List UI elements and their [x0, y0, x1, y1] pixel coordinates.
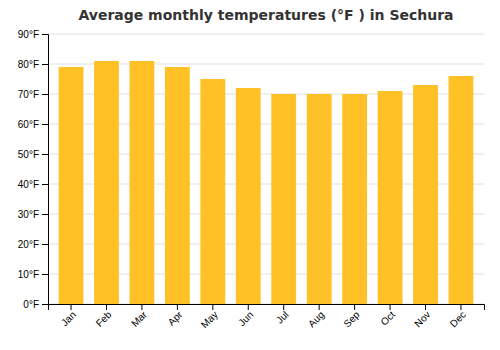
y-tick: 70°F: [18, 89, 48, 100]
x-tick-label: Jul: [274, 309, 291, 326]
x-tick: Jan: [59, 304, 78, 328]
x-tick-label: Jun: [236, 309, 255, 328]
bar: [165, 67, 190, 304]
bar: [130, 61, 155, 304]
y-tick-label: 50°F: [18, 149, 39, 160]
y-tick-mark: [42, 304, 48, 305]
y-tick: 10°F: [18, 269, 48, 280]
y-tick: 80°F: [18, 59, 48, 70]
y-tick: 60°F: [18, 119, 48, 130]
y-tick-mark: [42, 154, 48, 155]
y-tick-label: 60°F: [18, 119, 39, 130]
x-tick-mark: [71, 304, 72, 310]
x-tick-label: Nov: [412, 309, 432, 329]
bar: [413, 85, 438, 304]
x-tick-mark: [425, 304, 426, 310]
grid: [48, 34, 484, 304]
title: Average monthly temperatures (°F ) in Se…: [78, 7, 453, 23]
x-tick: Sep: [341, 304, 362, 329]
y-tick: 40°F: [18, 179, 48, 190]
x-axis: Jan Feb Mar Apr May Jun Jul Aug Sep Oct Nov Dec: [49, 304, 485, 330]
x-tick-mark: [319, 304, 320, 310]
x-tick: Nov: [412, 304, 432, 329]
bar: [342, 94, 367, 304]
y-axis-line: [42, 35, 49, 305]
bar: [378, 91, 403, 304]
x-tick-label: Apr: [166, 308, 185, 327]
x-tick: Mar: [129, 304, 149, 329]
x-tick-mark: [212, 304, 213, 310]
bar: [236, 88, 261, 304]
x-tick-mark: [283, 304, 284, 310]
bar: [59, 67, 84, 304]
y-tick: 20°F: [18, 239, 48, 250]
x-tick: Jun: [236, 304, 255, 328]
x-tick-mark: [106, 304, 107, 310]
bar: [94, 61, 119, 304]
x-tick-label: Sep: [341, 309, 362, 330]
y-tick-label: 30°F: [18, 209, 39, 220]
bar: [200, 79, 225, 304]
y-tick: 0°F: [23, 299, 48, 310]
x-tick-label: Feb: [94, 309, 114, 329]
x-tick-mark: [460, 304, 461, 310]
y-tick-label: 70°F: [18, 89, 39, 100]
x-tick: Dec: [448, 304, 468, 329]
y-tick-mark: [42, 124, 48, 125]
y-tick-mark: [42, 244, 48, 245]
x-axis-line: [49, 305, 485, 311]
y-tick: 50°F: [18, 149, 48, 160]
y-tick: 30°F: [18, 209, 48, 220]
y-tick-label: 0°F: [23, 299, 39, 310]
x-tick-mark: [390, 304, 391, 310]
y-axis: 0°F 10°F 20°F 30°F 40°F 50°F 60°F 70°F 80°F 90°F: [18, 29, 49, 310]
bar: [449, 76, 474, 304]
x-tick-mark: [248, 304, 249, 310]
x-tick-mark: [177, 304, 178, 310]
x-tick: Jul: [274, 304, 291, 326]
x-tick: Aug: [306, 304, 326, 329]
y-tick-label: 20°F: [18, 239, 39, 250]
y-tick-mark: [42, 274, 48, 275]
x-tick-mark: [141, 304, 142, 310]
chart-svg: 0°F 10°F 20°F 30°F 40°F 50°F 60°F 70°F 80°F 90°F J…: [0, 0, 500, 350]
x-tick-label: Mar: [129, 308, 149, 328]
y-tick-label: 80°F: [18, 59, 39, 70]
bar: [307, 94, 332, 304]
y-tick-mark: [42, 214, 48, 215]
grid-line: [48, 34, 484, 35]
x-tick-label: May: [199, 309, 220, 330]
y-tick-label: 90°F: [18, 29, 39, 40]
y-tick-mark: [42, 34, 48, 35]
x-tick: Feb: [94, 304, 114, 329]
x-tick-label: Dec: [448, 309, 468, 329]
x-tick-label: Jan: [59, 309, 78, 328]
plot: 0°F 10°F 20°F 30°F 40°F 50°F 60°F 70°F 80°F 90°F J…: [18, 29, 485, 330]
bar: [271, 94, 296, 304]
x-tick-label: Aug: [306, 309, 326, 329]
y-tick-mark: [42, 94, 48, 95]
y-tick-mark: [42, 64, 48, 65]
bars: [59, 61, 474, 304]
x-tick: Apr: [166, 304, 185, 328]
y-tick-label: 40°F: [18, 179, 39, 190]
x-tick: Oct: [378, 304, 397, 328]
y-tick: 90°F: [18, 29, 48, 40]
y-tick-label: 10°F: [18, 269, 39, 280]
chart-container: 0°F 10°F 20°F 30°F 40°F 50°F 60°F 70°F 80°F 90°F J…: [0, 0, 500, 350]
x-tick-label: Oct: [378, 309, 397, 328]
y-tick-mark: [42, 184, 48, 185]
x-tick-mark: [354, 304, 355, 310]
x-tick: May: [199, 304, 220, 330]
